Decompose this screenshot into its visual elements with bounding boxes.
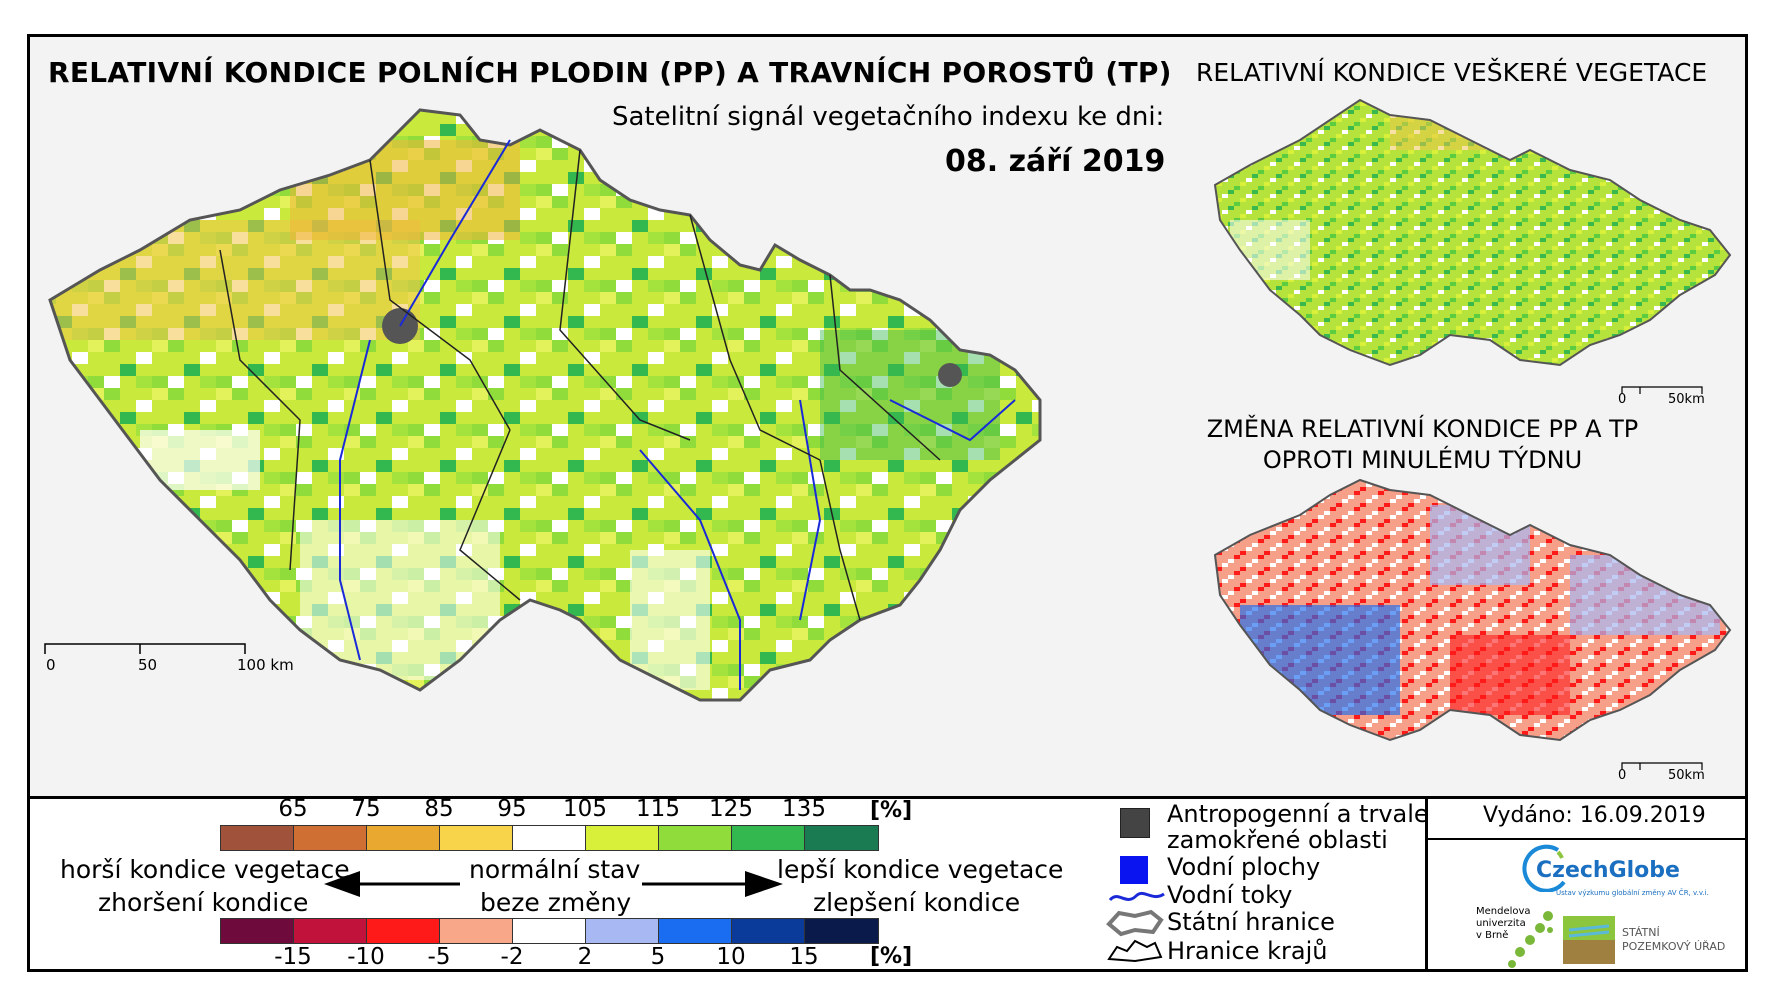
improvement-label: zlepšení kondice: [813, 888, 1021, 917]
worsening-label: zhoršení kondice: [98, 888, 309, 917]
czechglobe-logo: CzechGlobe: [1536, 858, 1680, 883]
colorbar-swatch: [659, 919, 732, 943]
colorbar-swatch: [294, 919, 367, 943]
subtitle: Satelitní signál vegetačního indexu ke d…: [612, 102, 1165, 132]
colorbar-tick-label: 65: [278, 796, 308, 822]
vegetation-scale-50: 50km: [1668, 392, 1705, 407]
colorbar-tick-label: 75: [351, 796, 381, 822]
vegetation-condition-map: [1213, 98, 1732, 367]
colorbar-swatch: [732, 919, 805, 943]
change-scale-0: 0: [1618, 768, 1627, 783]
left-arrow-icon: [324, 871, 460, 897]
normal-state-label: normální stav: [469, 855, 641, 884]
stream-icon: [1108, 891, 1165, 902]
no-change-label: beze změny: [480, 888, 632, 917]
colorbar-tick-label: 10: [716, 944, 746, 970]
colorbar-tick-label: 85: [424, 796, 454, 822]
spu-logo-text: STÁTNÍ POZEMKOVÝ ÚŘAD: [1622, 926, 1726, 953]
change-scale-50: 50km: [1668, 768, 1705, 783]
colorbar-tick-label: -5: [427, 944, 451, 970]
mendel-logo-text: Mendelova univerzita v Brně: [1476, 906, 1531, 941]
colorbar-swatch: [586, 919, 659, 943]
anthropogenic-label-1: Antropogenní a trvale: [1167, 800, 1429, 828]
colorbar-swatch: [805, 826, 878, 850]
worse-condition-label: horší kondice vegetace: [60, 855, 350, 884]
legend-divider-vertical: [1425, 796, 1428, 972]
change-unit: [%]: [870, 944, 913, 969]
anthropogenic-swatch: [1120, 808, 1150, 838]
right-arrow-icon: [642, 871, 783, 897]
condition-change-map: [1213, 478, 1732, 742]
stream-label: Vodní toky: [1167, 881, 1293, 909]
colorbar-swatch: [513, 826, 586, 850]
colorbar-swatch: [221, 919, 294, 943]
water-area-label: Vodní plochy: [1167, 853, 1321, 881]
region-border-label: Hranice krajů: [1167, 937, 1328, 965]
colorbar-tick-label: 125: [709, 796, 753, 822]
colorbar-tick-label: 105: [563, 796, 607, 822]
state-border-label: Státní hranice: [1167, 908, 1335, 936]
main-scalebar: [44, 643, 246, 654]
czechglobe-logo-icon: [1522, 844, 1566, 892]
vegetation-map-title: RELATIVNÍ KONDICE VEŠKERÉ VEGETACE: [1196, 58, 1708, 87]
colorbar-swatch: [367, 826, 440, 850]
anthropogenic-label-2: zamokřené oblasti: [1167, 826, 1388, 854]
spu-logo-icon: [1563, 916, 1615, 964]
colorbar-swatch: [659, 826, 732, 850]
change-map-title-line1: ZMĚNA RELATIVNÍ KONDICE PP A TP: [1206, 415, 1639, 443]
colorbar-tick-label: 5: [650, 944, 666, 970]
colorbar-tick-label: -2: [500, 944, 524, 970]
colorbar-swatch: [221, 826, 294, 850]
main-title: RELATIVNÍ KONDICE POLNÍCH PLODIN (PP) A …: [48, 56, 1172, 89]
water-area-swatch: [1120, 856, 1148, 884]
change-scalebar: [1621, 762, 1703, 770]
main-condition-map: [48, 108, 1042, 702]
colorbar-tick-label: 15: [789, 944, 819, 970]
main-scale-0: 0: [46, 656, 56, 674]
mendel-logo-icon: [1508, 911, 1553, 968]
czechglobe-sub: Ústav výzkumu globální změny AV ČR, v.v.…: [1556, 889, 1709, 897]
vegetation-scale-0: 0: [1618, 392, 1627, 407]
condition-unit: [%]: [870, 798, 913, 823]
colorbar-swatch: [805, 919, 878, 943]
change-colorbar: [220, 918, 879, 944]
colorbar-tick-label: 135: [782, 796, 826, 822]
issued-date: Vydáno: 16.09.2019: [1483, 803, 1706, 828]
colorbar-tick-label: -15: [274, 944, 312, 970]
colorbar-swatch: [294, 826, 367, 850]
colorbar-tick-label: 2: [577, 944, 593, 970]
colorbar-swatch: [440, 826, 513, 850]
condition-colorbar: [220, 825, 879, 851]
colorbar-tick-label: 95: [497, 796, 527, 822]
colorbar-tick-label: -10: [347, 944, 385, 970]
region-border-icon: [1107, 939, 1163, 963]
colorbar-swatch: [732, 826, 805, 850]
state-border-icon: [1106, 909, 1164, 937]
colorbar-swatch: [586, 826, 659, 850]
colorbar-swatch: [440, 919, 513, 943]
legend-divider-horizontal: [1425, 838, 1748, 840]
date-label: 08. září 2019: [945, 144, 1166, 179]
main-scale-100: 100 km: [237, 656, 294, 674]
colorbar-swatch: [513, 919, 586, 943]
change-map-title-line2: OPROTI MINULÉMU TÝDNU: [1262, 446, 1583, 474]
main-scale-50: 50: [138, 656, 158, 674]
colorbar-swatch: [367, 919, 440, 943]
colorbar-tick-label: 115: [636, 796, 680, 822]
better-condition-label: lepší kondice vegetace: [777, 855, 1064, 884]
vegetation-scalebar: [1621, 386, 1703, 394]
